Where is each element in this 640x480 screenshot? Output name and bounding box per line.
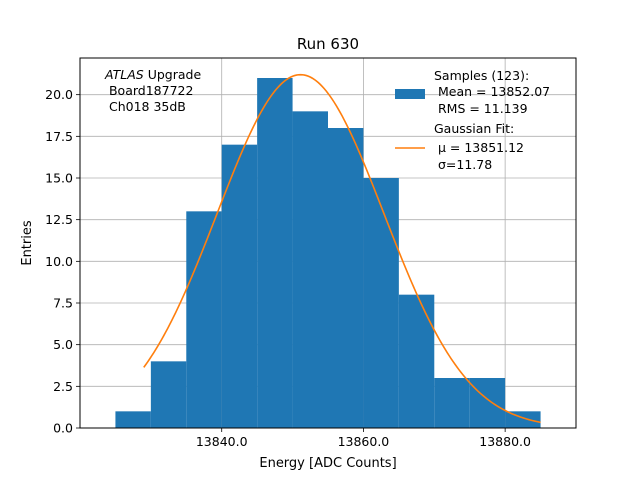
- legend: Samples (123): Mean = 13852.07 RMS = 11.…: [395, 68, 550, 172]
- legend-samples-header: Samples (123):: [434, 68, 529, 83]
- histogram-bar-9: [434, 378, 470, 428]
- legend-samples-swatch: [395, 89, 425, 99]
- histogram-bar-2: [186, 211, 222, 428]
- histogram-bar-5: [292, 111, 328, 428]
- x-axis-label: Energy [ADC Counts]: [259, 456, 396, 471]
- histogram-bar-6: [328, 128, 364, 428]
- legend-fit-header: Gaussian Fit:: [434, 121, 514, 136]
- histogram-bar-4: [257, 78, 293, 428]
- chart-title: Run 630: [297, 35, 359, 53]
- y-tick-label-4: 10.0: [45, 254, 73, 269]
- y-tick-label-5: 12.5: [45, 212, 73, 227]
- annotation-line-1: ATLAS Upgrade: [104, 67, 201, 82]
- y-tick-label-2: 5.0: [53, 337, 73, 352]
- y-tick-label-3: 7.5: [53, 296, 73, 311]
- y-tick-label-0: 0.0: [53, 421, 73, 436]
- fit-curve: [143, 73, 541, 424]
- legend-fit-mu: μ = 13851.12: [434, 140, 524, 155]
- y-tick-label-1: 2.5: [53, 379, 73, 394]
- y-axis-ticks: 0.0 2.5 5.0 7.5 10.0 12.5 15.0 17.5 20.0: [45, 87, 80, 436]
- y-tick-label-8: 20.0: [45, 87, 73, 102]
- x-tick-label-1: 13860.0: [338, 434, 390, 449]
- legend-fit-sigma: σ=11.78: [434, 157, 492, 172]
- y-axis-label: Entries: [20, 220, 35, 266]
- annotation-atlas: ATLAS: [104, 67, 144, 82]
- histogram-bars: [115, 78, 541, 428]
- histogram-bar-3: [221, 144, 258, 428]
- plot-frame: [79, 57, 577, 429]
- histogram-bar-0: [115, 411, 151, 428]
- y-tick-label-6: 15.0: [45, 171, 73, 186]
- x-axis-ticks: 13840.0 13860.0 13880.0: [196, 428, 531, 449]
- legend-samples-rms: RMS = 11.139: [434, 101, 528, 116]
- histogram-bar-11: [505, 411, 541, 428]
- x-tick-label-0: 13840.0: [196, 434, 248, 449]
- annotation-channel: Ch018 35dB: [105, 99, 186, 114]
- y-tick-label-7: 17.5: [45, 129, 73, 144]
- atlas-annotation: ATLAS Upgrade Board187722 Ch018 35dB: [104, 67, 201, 114]
- histogram-bar-8: [398, 294, 435, 428]
- x-tick-label-2: 13880.0: [479, 434, 531, 449]
- legend-samples-mean: Mean = 13852.07: [434, 84, 550, 99]
- histogram-bar-1: [150, 361, 187, 428]
- gaussian-fit: [143, 73, 541, 424]
- histogram-bar-7: [363, 178, 399, 428]
- histogram-bar-10: [469, 378, 506, 428]
- annotation-upgrade: Upgrade: [144, 67, 202, 82]
- annotation-board: Board187722: [105, 83, 193, 98]
